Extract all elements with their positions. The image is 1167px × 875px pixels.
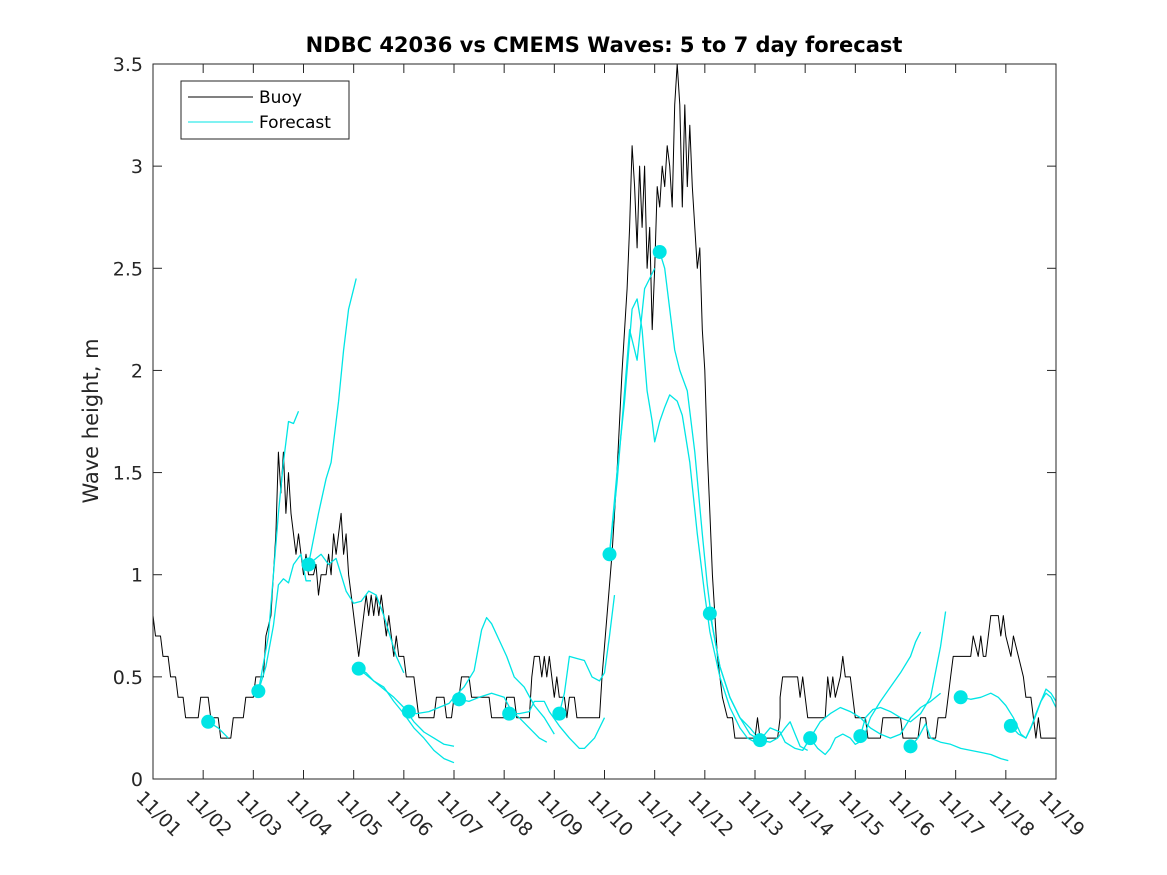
forecast-marker [753, 733, 768, 748]
forecast-marker [652, 244, 667, 259]
forecast-marker [803, 731, 818, 746]
forecast-marker [702, 606, 717, 621]
forecast-line [408, 616, 555, 735]
forecast-line [1010, 688, 1057, 739]
legend-label-buoy: Buoy [259, 88, 302, 108]
forecast-line [308, 553, 405, 674]
forecast-marker [1003, 718, 1018, 733]
forecast-marker [301, 557, 316, 572]
forecast-line [709, 613, 809, 751]
forecast-line [307, 278, 357, 565]
forecast-markers [201, 244, 1018, 754]
plot-background [153, 64, 1056, 779]
forecast-marker [903, 739, 918, 754]
forecast-line [910, 723, 1009, 762]
forecast-marker [953, 690, 968, 705]
y-tick-label: 0.5 [113, 667, 143, 689]
forecast-line [458, 692, 548, 743]
y-tick-label: 1 [131, 565, 143, 587]
forecast-line [960, 692, 1057, 739]
y-tick-label: 3 [131, 156, 143, 178]
forecast-line [608, 268, 656, 555]
y-tick-label: 3.5 [113, 54, 143, 76]
y-axis-ticks: 0 0.5 1 1.5 2 2.5 3 3.5 [113, 54, 1056, 791]
buoy-line [152, 63, 1056, 739]
forecast-line [608, 298, 756, 743]
chart-title: NDBC 42036 vs CMEMS Waves: 5 to 7 day fo… [306, 33, 903, 57]
forecast-marker [602, 547, 617, 562]
forecast-marker [401, 704, 416, 719]
forecast-marker [452, 692, 467, 707]
y-tick-label: 1.5 [113, 463, 143, 485]
forecast-line [509, 700, 606, 750]
legend-box [180, 80, 350, 140]
legend: Buoy Forecast [180, 80, 350, 140]
forecast-marker [502, 706, 517, 721]
buoy-series [152, 63, 1056, 739]
plot-area [153, 64, 1056, 779]
forecast-marker [201, 714, 216, 729]
y-tick-label: 2 [131, 360, 143, 382]
y-axis-label: Wave height, m [79, 338, 103, 503]
forecast-marker [251, 684, 266, 699]
y-tick-label: 0 [131, 769, 143, 791]
forecast-marker [351, 661, 366, 676]
forecast-line [558, 595, 616, 714]
legend-label-forecast: Forecast [259, 113, 331, 133]
forecast-line [257, 411, 300, 692]
forecast-line [859, 611, 947, 737]
forecast-marker [853, 729, 868, 744]
forecast-marker [552, 706, 567, 721]
y-tick-label: 2.5 [113, 258, 143, 280]
